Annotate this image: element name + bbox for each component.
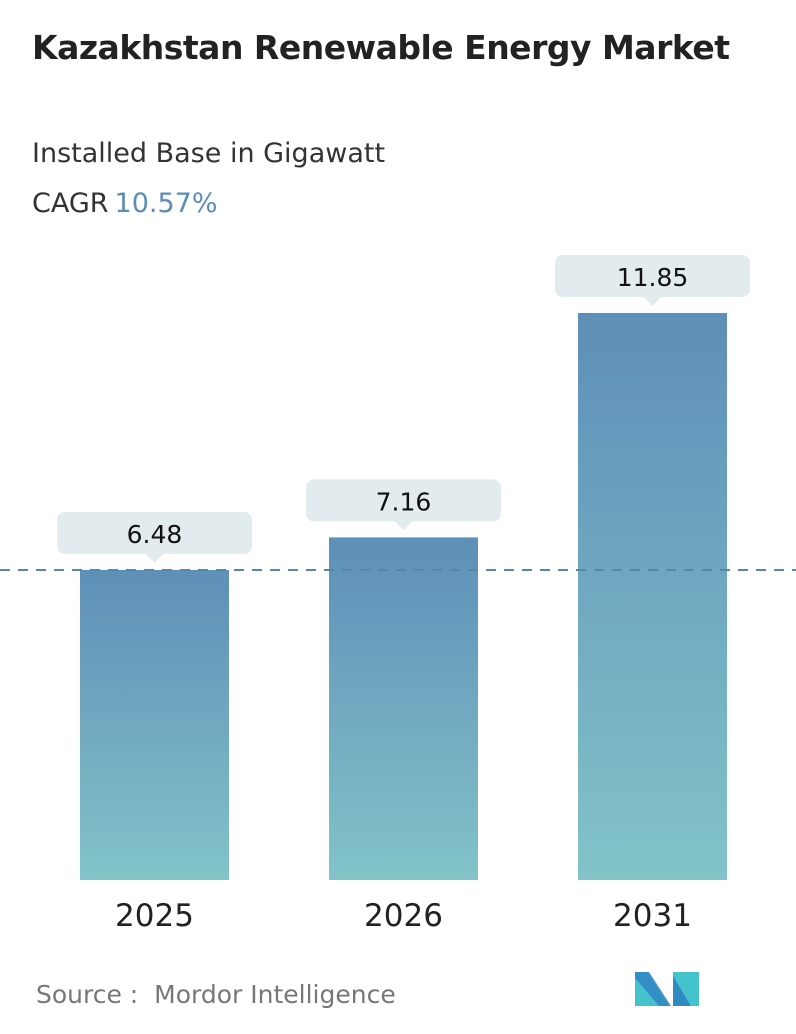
data-label: 6.48 (127, 520, 183, 549)
chart-title: Kazakhstan Renewable Energy Market (32, 28, 730, 67)
x-tick-label: 2031 (613, 898, 692, 934)
data-label-pointer (145, 553, 164, 563)
data-label-box (57, 511, 252, 554)
data-label-pointer (643, 297, 662, 306)
bar-2026 (329, 537, 478, 880)
x-tick-label: 2026 (364, 898, 443, 934)
data-label-pointer (394, 521, 413, 531)
data-label: 7.16 (376, 487, 432, 516)
bar-chart: 6.48 2025 7.16 2026 11.85 2031 (0, 255, 796, 934)
cagr-label: CAGR (32, 188, 109, 219)
bar-2031 (578, 313, 727, 880)
bar-2025 (80, 569, 229, 880)
x-tick-label: 2025 (115, 898, 194, 934)
chart-subtitle: Installed Base in Gigawatt (32, 138, 386, 169)
mordor-intelligence-logo (635, 972, 699, 1006)
source: Source : Mordor Intelligence (36, 980, 396, 1009)
source-name: Mordor Intelligence (154, 980, 396, 1009)
source-label: Source : (36, 980, 139, 1009)
data-label: 11.85 (617, 263, 689, 292)
cagr: CAGR 10.57% (32, 188, 217, 219)
data-label-box (306, 479, 501, 522)
cagr-value: 10.57% (114, 188, 218, 219)
data-label-box (555, 255, 750, 297)
